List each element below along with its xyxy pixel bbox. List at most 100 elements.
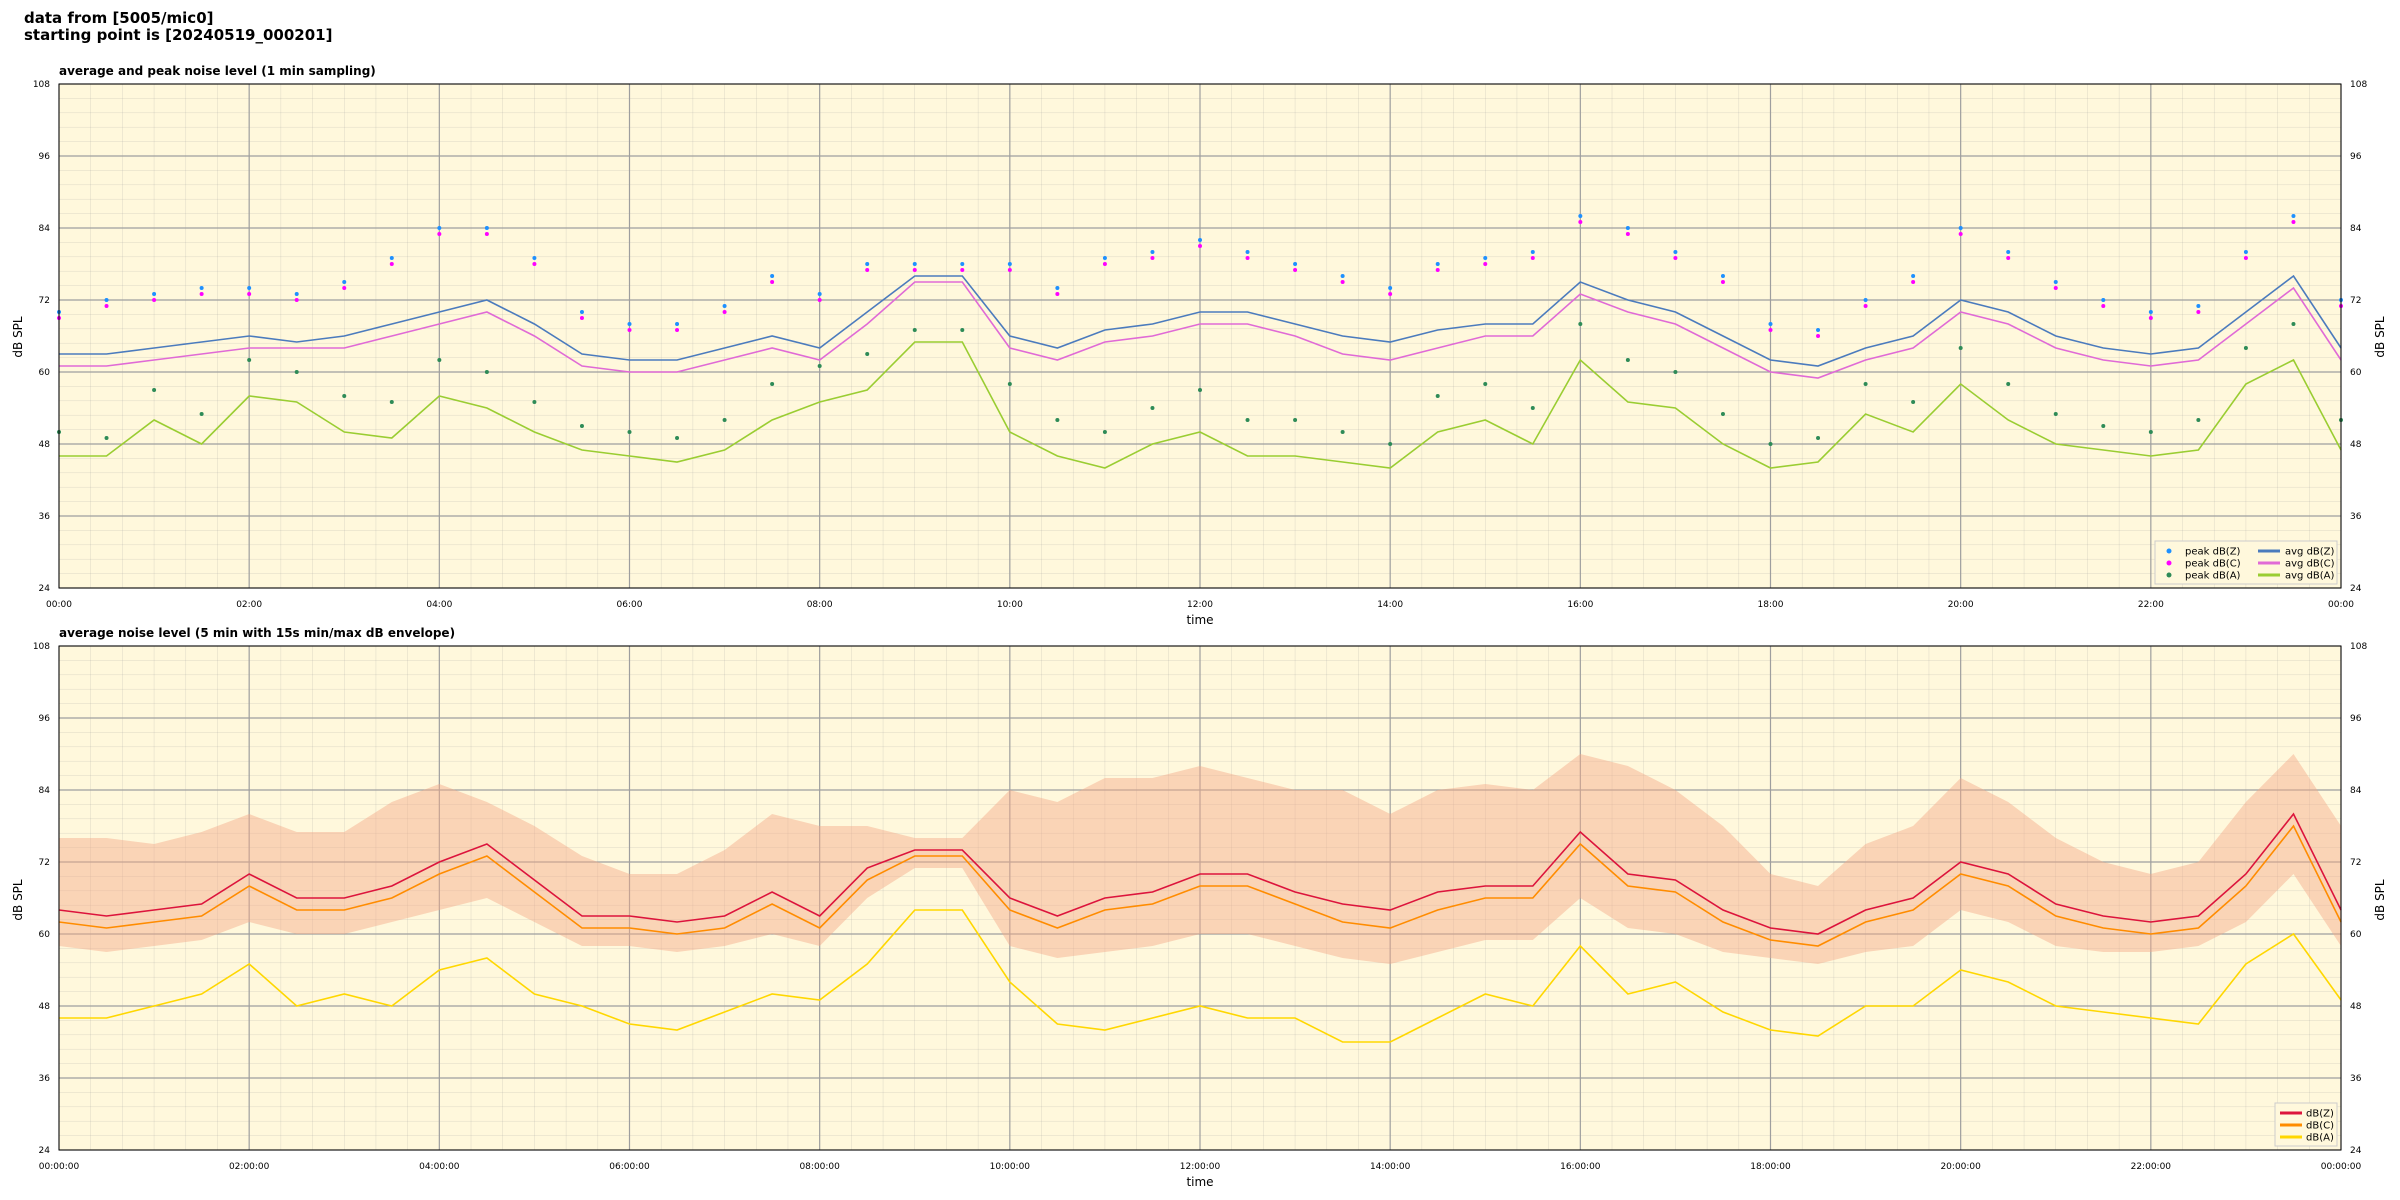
peak-db-a-point	[1007, 382, 1012, 386]
peak-db-z-point	[1720, 274, 1725, 278]
peak-db-z-points	[57, 214, 2343, 332]
y-tick-label: 108	[33, 642, 50, 652]
peak-db-z-point	[484, 226, 489, 230]
peak-db-c-point	[1007, 268, 1012, 272]
peak-db-z-point	[1150, 250, 1155, 254]
peak-db-a-point	[1578, 322, 1583, 326]
x-tick-label: 22:00	[2138, 600, 2164, 610]
y-tick-label-right: 48	[2350, 1002, 2362, 1012]
peak-db-a-point	[960, 328, 965, 332]
peak-db-c-point	[1340, 280, 1345, 284]
peak-db-z-point	[770, 274, 775, 278]
y-axis-label-left: dB SPL	[11, 879, 25, 921]
peak-db-a-legend-marker	[2166, 572, 2172, 578]
peak-db-c-point	[1816, 334, 1821, 338]
db-z-line	[58, 812, 2342, 935]
peak-db-c-point	[579, 316, 584, 320]
peak-db-c-point	[152, 298, 157, 302]
avg-db-a-line	[59, 341, 2342, 469]
y-tick-label: 36	[39, 1074, 51, 1084]
peak-db-z-point	[722, 304, 727, 308]
peak-db-a-point	[199, 412, 204, 416]
db-c-legend-label: dB(C)	[2306, 1121, 2334, 1132]
peak-db-c-point	[770, 280, 775, 284]
x-tick-label: 02:00	[236, 600, 262, 610]
x-tick-label: 14:00:00	[1370, 1162, 1411, 1172]
peak-db-a-point	[1435, 394, 1440, 398]
peak-db-c-point	[912, 268, 917, 272]
y-tick-label-right: 84	[2350, 786, 2362, 796]
x-axis-label: time	[1186, 613, 1213, 627]
peak-db-z-point	[1911, 274, 1916, 278]
peak-db-a-point	[389, 400, 394, 404]
peak-db-a-point	[294, 370, 299, 374]
avg-db-a-legend-label: avg dB(A)	[2285, 571, 2335, 582]
x-tick-label: 10:00:00	[990, 1162, 1031, 1172]
peak-db-c-point	[722, 310, 727, 314]
y-tick-label-right: 84	[2350, 224, 2362, 234]
peak-db-a-point	[484, 370, 489, 374]
peak-db-a-point	[1816, 436, 1821, 440]
x-tick-label: 08:00	[807, 600, 833, 610]
peak-db-a-point	[1958, 346, 1963, 350]
y-tick-label: 24	[39, 1146, 51, 1156]
peak-db-c-point	[865, 268, 870, 272]
x-tick-label: 00:00:00	[2321, 1162, 2362, 1172]
peak-db-c-point	[532, 262, 537, 266]
peak-db-c-point	[627, 328, 632, 332]
peak-db-c-point	[2053, 286, 2058, 290]
db-a-legend-label: dB(A)	[2306, 1133, 2334, 1144]
y-tick-label-right: 24	[2350, 584, 2362, 594]
peak-db-z-point	[1102, 256, 1107, 260]
peak-db-a-point	[817, 364, 822, 368]
peak-db-z-point	[817, 292, 822, 296]
y-tick-label-right: 24	[2350, 1146, 2362, 1156]
y-tick-label-right: 36	[2350, 512, 2362, 522]
x-tick-label: 06:00:00	[609, 1162, 650, 1172]
chart-title: average noise level (5 min with 15s min/…	[59, 626, 455, 640]
peak-db-z-point	[912, 262, 917, 266]
peak-db-c-point	[389, 262, 394, 266]
peak-db-z-point	[437, 226, 442, 230]
plot-frame	[58, 83, 2342, 589]
peak-db-z-point	[1625, 226, 1630, 230]
peak-db-c-point	[1198, 244, 1202, 248]
x-tick-label: 04:00:00	[419, 1162, 460, 1172]
peak-db-z-point	[2148, 310, 2153, 314]
peak-db-c-point	[1293, 268, 1298, 272]
peak-db-a-point	[437, 358, 442, 362]
peak-db-c-point	[675, 328, 680, 332]
peak-db-c-point	[199, 292, 204, 296]
peak-db-a-point	[865, 352, 870, 356]
x-tick-label: 00:00	[2328, 600, 2354, 610]
peak-db-z-point	[1198, 238, 1202, 242]
peak-db-c-point	[1768, 328, 1773, 332]
y-tick-label: 48	[39, 440, 51, 450]
peak-db-c-point	[342, 286, 347, 290]
peak-db-c-point	[2006, 256, 2011, 260]
y-tick-label-right: 96	[2350, 714, 2362, 724]
minmax-envelope-band	[59, 754, 2341, 964]
header-start-line: starting point is [20240519_000201]	[24, 26, 333, 44]
peak-db-a-point	[1055, 418, 1060, 422]
peak-db-z-point	[1435, 262, 1440, 266]
peak-db-c-point	[1102, 262, 1107, 266]
peak-db-a-point	[1720, 412, 1725, 416]
peak-db-z-point	[1673, 250, 1678, 254]
peak-db-a-point	[1150, 406, 1155, 410]
peak-db-a-point	[2101, 424, 2106, 428]
y-axis-label-left: dB SPL	[11, 316, 25, 358]
peak-db-a-point	[2053, 412, 2058, 416]
peak-db-z-point	[152, 292, 157, 296]
peak-db-a-point	[532, 400, 537, 404]
peak-db-a-legend-label: peak dB(A)	[2185, 571, 2241, 582]
peak-db-c-point	[484, 232, 489, 236]
peak-db-c-point	[294, 298, 299, 302]
peak-db-c-point	[1863, 304, 1868, 308]
x-tick-label: 00:00:00	[39, 1162, 80, 1172]
peak-db-z-legend-label: peak dB(Z)	[2185, 547, 2241, 558]
peak-db-a-point	[2291, 322, 2296, 326]
page-header: data from [5005/mic0] starting point is …	[24, 10, 332, 44]
peak-db-c-point	[1388, 292, 1393, 296]
